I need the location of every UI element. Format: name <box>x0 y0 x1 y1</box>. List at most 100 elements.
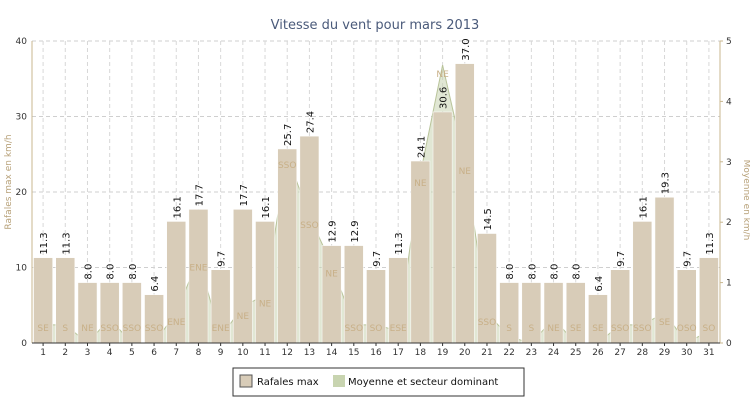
bar <box>432 111 453 344</box>
bar-value-label: 8.0 <box>106 264 117 280</box>
bar-value-label: 30.6 <box>439 87 450 109</box>
bar-value-label: 9.7 <box>217 251 228 267</box>
bar-value-label: 16.1 <box>261 196 272 218</box>
sector-label: SO <box>370 324 383 334</box>
bar-value-label: 17.7 <box>239 184 250 206</box>
bar-value-label: 9.7 <box>372 251 383 267</box>
sector-label: SE <box>659 318 671 328</box>
y-tick-label-right: 1 <box>726 279 732 289</box>
bar-value-label: 14.5 <box>483 208 494 230</box>
legend-box <box>232 367 525 397</box>
x-tick-label: 6 <box>151 348 157 358</box>
x-tick-label: 13 <box>304 348 315 358</box>
sector-label: NE <box>259 300 272 310</box>
bar-value-label: 8.0 <box>550 264 561 280</box>
sector-label: SE <box>37 324 49 334</box>
x-tick-label: 30 <box>681 348 693 358</box>
bar-value-label: 16.1 <box>172 196 183 218</box>
bar-value-label: 8.0 <box>572 264 583 280</box>
bar-value-label: 16.1 <box>638 196 649 218</box>
bar <box>321 245 342 344</box>
bar-value-label: 6.4 <box>594 276 605 292</box>
bar-value-label: 24.1 <box>416 136 427 158</box>
y-tick-label-left: 30 <box>16 113 28 123</box>
x-tick-label: 10 <box>237 348 249 358</box>
sector-label: S <box>506 324 512 334</box>
legend-swatch-gusts <box>239 374 253 388</box>
legend-swatch-average <box>333 375 345 387</box>
sector-label: NE <box>325 269 338 279</box>
legend-label-average: Moyenne et secteur dominant <box>348 377 498 388</box>
sector-label: NE <box>459 167 472 177</box>
x-tick-label: 14 <box>326 348 338 358</box>
sector-label: SSO <box>345 324 364 334</box>
sector-label: OSO <box>677 324 697 334</box>
x-tick-label: 12 <box>281 348 292 358</box>
bar-value-label: 37.0 <box>461 38 472 60</box>
sector-label: NE <box>237 312 250 322</box>
bar-value-label: 12.9 <box>328 220 339 242</box>
sector-label: NE <box>81 324 94 334</box>
x-tick-label: 23 <box>526 348 537 358</box>
y-tick-label-right: 4 <box>726 97 732 107</box>
bar-value-label: 8.0 <box>505 264 516 280</box>
bar <box>188 209 209 344</box>
legend-label-gusts: Rafales max <box>257 377 319 388</box>
bar <box>299 135 320 344</box>
y-tick-label-left: 10 <box>16 264 28 274</box>
x-tick-label: 3 <box>85 348 91 358</box>
x-tick-label: 7 <box>173 348 179 358</box>
sector-label: SSO <box>478 318 497 328</box>
x-tick-label: 25 <box>570 348 581 358</box>
y-tick-label-right: 5 <box>726 37 732 47</box>
y-tick-label-left: 20 <box>16 188 28 198</box>
legend: Rafales max Moyenne et secteur dominant <box>232 367 525 397</box>
x-tick-label: 29 <box>659 348 671 358</box>
sector-label: SSO <box>611 324 630 334</box>
x-tick-label: 1 <box>40 348 46 358</box>
sector-label: SSO <box>300 221 319 231</box>
sector-label: SSO <box>100 324 119 334</box>
bar-value-label: 19.3 <box>661 172 672 194</box>
data-labels: 11.3 11.3 8.0 8.0 8.0 6.4 16.1 17.7 9.7 17.7 16.1 2… <box>39 38 716 291</box>
sector-label: ENE <box>189 263 207 273</box>
bar-value-label: 11.3 <box>39 232 50 254</box>
bar <box>233 209 253 344</box>
sector-label: NE <box>547 324 560 334</box>
sector-label: SSO <box>123 324 142 334</box>
bar-value-label: 17.7 <box>194 184 205 206</box>
bar-value-label: 9.7 <box>683 251 694 267</box>
sector-label: ENE <box>212 324 230 334</box>
bar-value-label: 12.9 <box>350 220 361 242</box>
x-tick-label: 26 <box>592 348 604 358</box>
bar-value-label: 27.4 <box>305 111 316 133</box>
sector-label: NE <box>414 179 427 189</box>
x-tick-label: 4 <box>107 348 113 358</box>
y-tick-label-right: 0 <box>726 339 732 349</box>
bar <box>144 294 164 344</box>
right-axis-label: Moyenne en km/h <box>741 160 750 241</box>
x-tick-label: 8 <box>196 348 202 358</box>
x-tick-label: 24 <box>548 348 560 358</box>
bar-value-label: 8.0 <box>527 264 538 280</box>
bar-value-label: 8.0 <box>83 264 94 280</box>
sector-label: ESE <box>390 324 407 334</box>
y-tick-label-left: 0 <box>21 339 27 349</box>
x-tick-label: 27 <box>614 348 625 358</box>
sector-label: SSO <box>145 324 164 334</box>
bar-value-label: 25.7 <box>283 124 294 146</box>
bar <box>454 63 475 344</box>
x-tick-label: 31 <box>703 348 714 358</box>
bar-value-label: 6.4 <box>150 276 161 292</box>
x-tick-label: 20 <box>459 348 471 358</box>
chart-title: Vitesse du vent pour mars 2013 <box>271 18 480 33</box>
sector-label: NE <box>436 70 449 80</box>
y-tick-label-right: 2 <box>726 218 732 228</box>
x-tick-label: 21 <box>481 348 492 358</box>
x-tick-label: 2 <box>62 348 68 358</box>
sector-label: S <box>62 324 68 334</box>
y-tick-label-right: 3 <box>726 158 732 168</box>
sector-label: SE <box>592 324 604 334</box>
